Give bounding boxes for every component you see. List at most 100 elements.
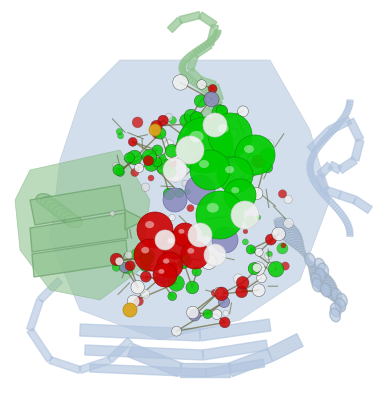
Ellipse shape	[226, 128, 238, 140]
Ellipse shape	[204, 244, 226, 266]
Polygon shape	[346, 227, 352, 231]
Ellipse shape	[173, 75, 188, 90]
Ellipse shape	[286, 237, 302, 244]
Ellipse shape	[143, 156, 153, 166]
Ellipse shape	[305, 258, 309, 259]
Polygon shape	[335, 207, 341, 213]
Polygon shape	[340, 115, 346, 121]
Ellipse shape	[315, 280, 335, 289]
Ellipse shape	[201, 254, 217, 270]
Ellipse shape	[193, 132, 200, 139]
Polygon shape	[333, 204, 339, 211]
Polygon shape	[310, 152, 317, 157]
Polygon shape	[215, 104, 221, 106]
Polygon shape	[316, 186, 322, 191]
Polygon shape	[351, 139, 364, 161]
Polygon shape	[27, 328, 53, 362]
Polygon shape	[345, 108, 351, 112]
Ellipse shape	[308, 265, 317, 268]
Ellipse shape	[179, 259, 188, 268]
Ellipse shape	[167, 238, 174, 244]
Ellipse shape	[148, 175, 154, 181]
Ellipse shape	[280, 230, 300, 238]
Ellipse shape	[261, 148, 274, 162]
Ellipse shape	[330, 308, 340, 322]
Polygon shape	[320, 138, 326, 144]
Ellipse shape	[124, 153, 135, 163]
Ellipse shape	[197, 80, 206, 89]
Polygon shape	[204, 41, 210, 48]
Ellipse shape	[331, 303, 341, 317]
Polygon shape	[308, 172, 314, 175]
Polygon shape	[316, 143, 323, 149]
Ellipse shape	[187, 204, 194, 212]
Ellipse shape	[331, 297, 339, 300]
Ellipse shape	[189, 144, 199, 154]
Ellipse shape	[333, 299, 340, 302]
Polygon shape	[329, 200, 335, 206]
Ellipse shape	[309, 268, 321, 273]
Ellipse shape	[238, 106, 249, 117]
Ellipse shape	[127, 150, 142, 165]
Polygon shape	[214, 101, 221, 105]
Polygon shape	[328, 116, 352, 134]
Ellipse shape	[163, 258, 169, 264]
Ellipse shape	[171, 173, 180, 182]
Ellipse shape	[165, 146, 180, 161]
Ellipse shape	[335, 298, 346, 312]
Ellipse shape	[52, 206, 70, 218]
Ellipse shape	[249, 188, 259, 198]
Ellipse shape	[243, 229, 248, 234]
Ellipse shape	[308, 263, 314, 266]
Polygon shape	[331, 202, 337, 208]
Ellipse shape	[251, 188, 263, 200]
Polygon shape	[331, 126, 338, 132]
Polygon shape	[198, 12, 217, 28]
Ellipse shape	[314, 278, 334, 287]
Ellipse shape	[36, 194, 54, 206]
Polygon shape	[50, 60, 330, 340]
Polygon shape	[337, 209, 343, 215]
Ellipse shape	[113, 164, 124, 175]
Ellipse shape	[337, 293, 347, 307]
Ellipse shape	[204, 254, 215, 266]
Polygon shape	[313, 182, 319, 187]
Polygon shape	[193, 81, 199, 88]
Ellipse shape	[161, 161, 168, 169]
Ellipse shape	[224, 179, 256, 211]
Ellipse shape	[163, 158, 187, 182]
Ellipse shape	[246, 245, 255, 254]
Ellipse shape	[179, 254, 184, 258]
Ellipse shape	[131, 168, 139, 176]
Ellipse shape	[123, 303, 137, 317]
Ellipse shape	[152, 145, 163, 156]
Polygon shape	[212, 84, 223, 101]
Polygon shape	[345, 222, 351, 227]
Ellipse shape	[311, 273, 328, 280]
Ellipse shape	[244, 145, 254, 153]
Ellipse shape	[116, 128, 123, 135]
Ellipse shape	[176, 136, 204, 164]
Ellipse shape	[256, 215, 261, 220]
Ellipse shape	[181, 241, 209, 269]
Ellipse shape	[314, 258, 325, 272]
Polygon shape	[338, 117, 345, 123]
Ellipse shape	[194, 95, 207, 107]
Ellipse shape	[242, 239, 249, 245]
Ellipse shape	[267, 262, 276, 271]
Polygon shape	[314, 145, 321, 151]
Ellipse shape	[169, 116, 176, 124]
Ellipse shape	[152, 130, 161, 138]
Polygon shape	[227, 348, 273, 376]
Polygon shape	[211, 94, 217, 100]
Ellipse shape	[182, 180, 189, 187]
Polygon shape	[311, 180, 318, 185]
Ellipse shape	[199, 179, 210, 190]
Ellipse shape	[185, 175, 215, 205]
Ellipse shape	[149, 124, 161, 136]
Polygon shape	[267, 334, 303, 361]
Polygon shape	[307, 164, 313, 166]
Ellipse shape	[315, 268, 325, 282]
Ellipse shape	[178, 257, 190, 268]
Ellipse shape	[217, 157, 253, 193]
